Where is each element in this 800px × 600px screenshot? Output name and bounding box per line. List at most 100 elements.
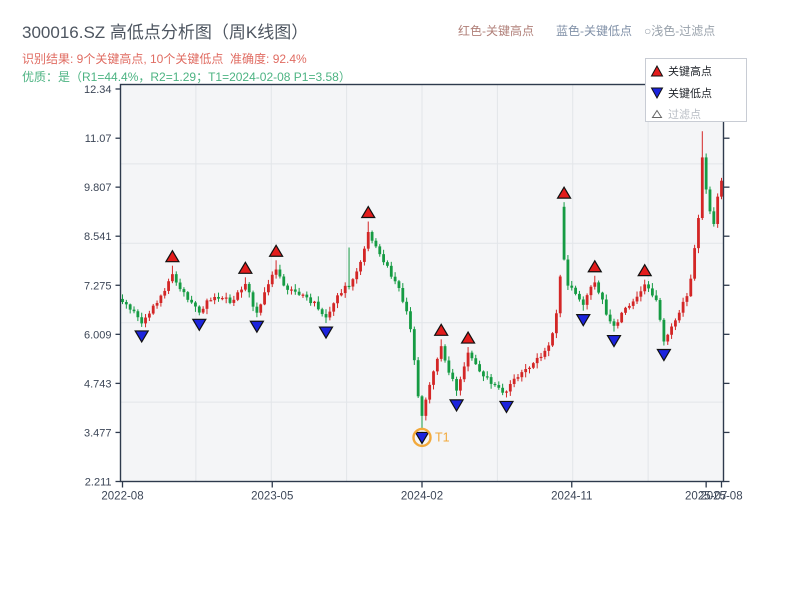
candle-body: [370, 232, 374, 241]
candle-body: [320, 309, 324, 315]
candle-body: [720, 180, 723, 197]
candle-body: [508, 384, 512, 392]
candle-body: [551, 333, 554, 346]
candle-body: [428, 384, 432, 400]
candle-body: [251, 292, 255, 307]
candle-body: [700, 157, 704, 219]
candle-body: [674, 320, 677, 327]
candle-body: [190, 299, 194, 303]
candle-body: [608, 314, 612, 322]
key-low-marker: [249, 320, 265, 334]
legend-box: [645, 58, 747, 122]
candle-body: [412, 329, 416, 361]
candle-body: [397, 281, 401, 289]
candle-body: [140, 317, 144, 324]
candle-body: [466, 352, 470, 367]
y-tick-label: 2.211: [85, 477, 112, 489]
subtitle-quality: 优质：是（R1=44.4%，R2=1.29；T1=2024-02-08 P1=3…: [22, 70, 351, 84]
legend-key-high-icon: [650, 64, 664, 77]
candle-body: [374, 240, 378, 247]
candle-body: [566, 259, 570, 286]
candle-body: [121, 298, 124, 303]
candle-body: [612, 321, 616, 326]
candle-body: [685, 296, 689, 302]
candle-body: [470, 352, 474, 359]
candle-body: [359, 261, 362, 272]
key-low-marker: [191, 318, 207, 332]
candle-body: [528, 367, 531, 370]
candle-body: [124, 302, 128, 305]
t1-circle: [412, 427, 432, 448]
key-high-marker: [164, 249, 180, 263]
legend-key-low-label: 关键低点: [668, 86, 712, 100]
x-tick-label: 2024-02: [401, 491, 443, 503]
key-high-marker: [587, 259, 603, 273]
candle-body: [647, 284, 650, 289]
key-low-marker: [606, 334, 622, 348]
candle-body: [416, 360, 420, 397]
candle-body: [274, 269, 278, 275]
y-tick-label: 4.743: [84, 378, 112, 390]
candle-body: [432, 371, 435, 385]
header-legend-key-low: 蓝色-关键低点: [556, 24, 632, 38]
candle-body: [635, 296, 639, 302]
candle-body: [512, 378, 516, 385]
header-legend-key-high: 红色-关键高点: [458, 24, 534, 38]
candle-body: [182, 289, 186, 293]
candle-body: [420, 396, 424, 416]
candle-body: [316, 301, 320, 310]
y-tick-label: 9.807: [84, 182, 112, 194]
key-high-marker: [460, 330, 476, 344]
candle-body: [535, 357, 539, 364]
subtitle-recognition-result: 识别结果: 9个关键高点, 10个关键低点 准确度: 92.4%: [22, 52, 307, 66]
candle-body: [132, 309, 136, 312]
candle-body: [351, 279, 355, 287]
candle-body: [520, 372, 524, 378]
candle-body: [309, 297, 313, 304]
candle-body: [328, 311, 332, 318]
candle-body: [155, 302, 159, 306]
candle-body: [516, 377, 520, 379]
candle-body: [627, 305, 631, 308]
candle-body: [620, 312, 624, 323]
candle-body: [677, 312, 681, 321]
candle-body: [393, 276, 397, 282]
candle-body: [290, 289, 293, 291]
candle-body: [201, 308, 205, 313]
candle-body: [224, 297, 228, 299]
x-tick-label: 2025-08: [700, 491, 742, 503]
y-tick-label: 8.541: [84, 231, 112, 243]
key-high-marker: [237, 261, 253, 274]
candle-body: [593, 282, 597, 287]
candle-body: [624, 307, 627, 313]
candle-body: [570, 285, 574, 288]
y-tick-label: 12.34: [84, 84, 112, 96]
candle-body: [716, 196, 720, 224]
candle-body: [447, 360, 451, 373]
candle-body: [670, 326, 673, 335]
candle-body: [654, 295, 658, 301]
candle-body: [128, 304, 132, 310]
key-low-marker: [449, 399, 465, 413]
candle-body: [616, 322, 620, 326]
y-tick-label: 6.009: [84, 329, 112, 341]
x-tick-label: 2024-11: [551, 491, 592, 503]
candle-body: [639, 291, 643, 297]
candle-body: [547, 345, 551, 351]
key-high-marker: [433, 323, 449, 336]
candle-body: [220, 298, 224, 300]
candle-body: [589, 286, 593, 296]
candle-body: [581, 299, 585, 305]
candle-body: [558, 276, 562, 314]
candle-body: [171, 274, 174, 282]
candle-body: [240, 289, 243, 293]
candle-body: [562, 206, 566, 260]
candle-body: [689, 278, 693, 297]
candle-body: [405, 301, 409, 312]
candle-body: [355, 271, 359, 280]
candle-body: [255, 306, 259, 313]
candle-body: [708, 189, 712, 212]
key-high-marker: [360, 205, 376, 219]
plot-border: [119, 83, 725, 483]
